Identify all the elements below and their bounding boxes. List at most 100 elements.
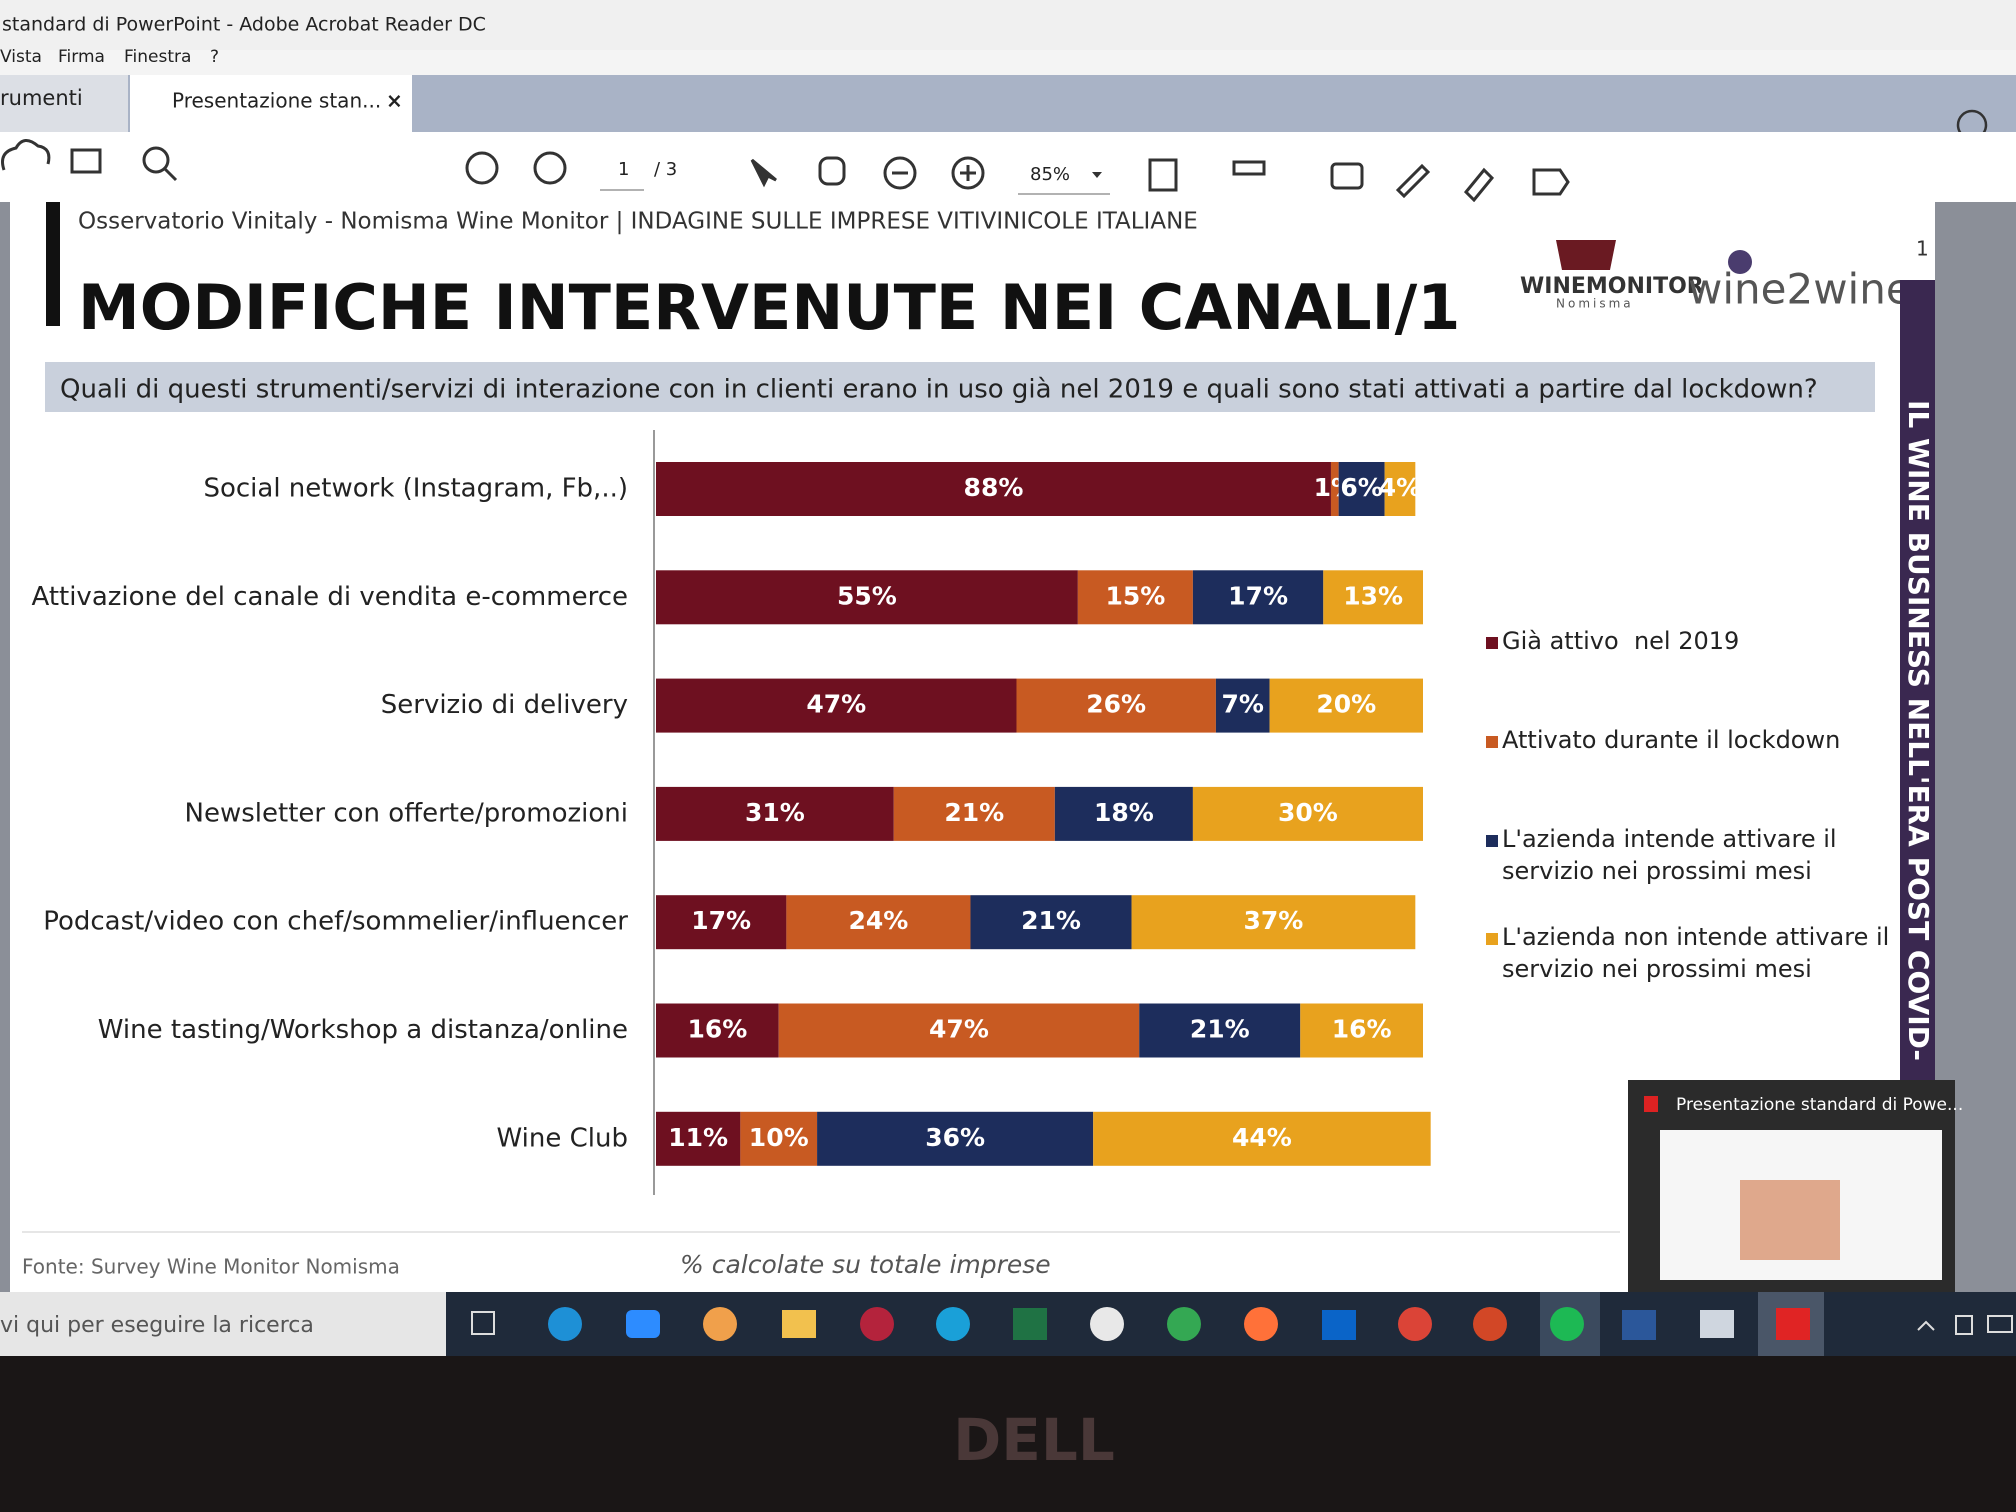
question: Quali di questi strumenti/servizi di int… (60, 375, 1818, 405)
app-icon[interactable] (1244, 1307, 1278, 1341)
slide-header: Osservatorio Vinitaly - Nomisma Wine Mon… (78, 209, 1198, 235)
app-icon[interactable] (782, 1310, 816, 1338)
bar-segment (1139, 1003, 1301, 1058)
value-label: 21% (1021, 906, 1081, 935)
legend-item: L'azienda intende attivare il servizio n… (1502, 825, 1845, 885)
tab[interactable] (0, 75, 128, 132)
page-count: / 3 (654, 159, 677, 180)
value-label: 15% (1105, 581, 1165, 610)
bar-segment (1093, 1111, 1431, 1166)
value-label: 24% (849, 906, 909, 935)
taskbar-icons (471, 1292, 2013, 1356)
prev-page[interactable] (465, 151, 499, 185)
tab-active[interactable] (130, 75, 412, 132)
bar-segment (1131, 895, 1416, 950)
bar-segment (778, 1003, 1140, 1058)
slide-title: MODIFICHE INTERVENUTE NEI CANALI/1 (78, 271, 1460, 344)
app-icon[interactable] (1398, 1307, 1432, 1341)
legend-label: Già attivo nel 2019 (1502, 627, 1740, 655)
app-icon[interactable] (1473, 1307, 1507, 1341)
app-icon[interactable] (1090, 1307, 1124, 1341)
bar-segment (786, 895, 971, 950)
highlight-icon[interactable] (1395, 163, 1431, 199)
search-icon[interactable] (142, 146, 170, 174)
tab-close[interactable]: × (386, 89, 403, 113)
toolbar (0, 132, 2016, 202)
menu-item[interactable]: Vista (0, 47, 42, 67)
value-label: 4% (1379, 473, 1421, 502)
select-tool[interactable] (750, 158, 777, 188)
tray-icon[interactable] (1987, 1315, 2013, 1333)
task-view[interactable] (471, 1311, 495, 1335)
print-icon[interactable] (70, 148, 102, 174)
next-page[interactable] (533, 151, 567, 185)
zoom-out[interactable] (883, 156, 917, 190)
tray-icon[interactable] (1917, 1320, 1935, 1331)
search-box[interactable] (0, 1292, 446, 1356)
app-icon[interactable] (1622, 1310, 1656, 1340)
value-label: 11% (668, 1123, 728, 1152)
bar-segment (1016, 678, 1216, 733)
side-banner (1900, 280, 1935, 1080)
page-number[interactable]: 1 (618, 159, 629, 180)
app-icon[interactable] (1550, 1307, 1584, 1341)
app-icon[interactable] (703, 1307, 737, 1341)
share-icon[interactable] (1532, 168, 1570, 196)
value-label: 6% (1340, 473, 1382, 502)
app-icon[interactable] (626, 1310, 660, 1338)
tray-icon[interactable] (1955, 1315, 1973, 1335)
toolbar-icons (1, 139, 1570, 203)
value-label: 37% (1244, 906, 1304, 935)
zoom-dropdown[interactable] (1092, 172, 1102, 178)
zoom-in[interactable] (951, 156, 985, 190)
source: Fonte: Survey Wine Monitor Nomisma (22, 1255, 400, 1279)
accent-bar (46, 202, 60, 326)
app-icon[interactable] (860, 1307, 894, 1341)
legend-marker (1486, 835, 1498, 847)
app-icon[interactable] (1167, 1307, 1201, 1341)
bar-segment (1330, 462, 1339, 516)
tab-label: rumenti (0, 86, 83, 110)
menu-item[interactable]: Firma (58, 47, 105, 67)
logo-dot (1728, 250, 1752, 274)
bar-segment (1269, 678, 1423, 733)
bar-segment (656, 570, 1078, 625)
cloud-icon[interactable] (1, 139, 51, 171)
value-label: 31% (745, 798, 805, 827)
menu-item[interactable]: ? (210, 47, 219, 67)
app-icon[interactable] (1776, 1308, 1810, 1340)
category-label: Newsletter con offerte/promozioni (185, 798, 628, 828)
bar-segment (1323, 570, 1423, 625)
logo-sub: Nomisma (1556, 297, 1634, 311)
category-label: Servizio di delivery (381, 690, 628, 720)
preview-icon (1644, 1096, 1658, 1112)
app-icon[interactable] (548, 1307, 582, 1341)
zoom-value[interactable]: 85% (1030, 164, 1070, 185)
title-bar (0, 0, 2016, 50)
app-icon[interactable] (936, 1307, 970, 1341)
menu-item[interactable]: Finestra (124, 47, 191, 67)
category-label: Attivazione del canale di vendita e-comm… (31, 582, 628, 612)
note: % calcolate su totale imprese (680, 1250, 1051, 1279)
sign-icon[interactable] (1463, 167, 1495, 203)
fit-icon[interactable] (1148, 158, 1178, 192)
bar-segment (1338, 462, 1385, 516)
legend-label: L'azienda non intende attivare il serviz… (1502, 923, 1897, 983)
comment-icon[interactable] (1330, 162, 1364, 190)
app-icon[interactable] (1700, 1310, 1734, 1338)
app-icon[interactable] (1013, 1308, 1047, 1340)
value-label: 18% (1094, 798, 1154, 827)
value-label: 16% (687, 1015, 747, 1044)
bar-segment (970, 895, 1132, 950)
value-label: 47% (806, 690, 866, 719)
scroll-icon[interactable] (1232, 160, 1266, 176)
app-icon[interactable] (1322, 1310, 1356, 1340)
value-label: 13% (1343, 581, 1403, 610)
value-label: 55% (837, 581, 897, 610)
legend-item: Attivato durante il lockdown (1502, 726, 1840, 754)
legend-label: L'azienda intende attivare il servizio n… (1502, 825, 1845, 885)
bezel (0, 1356, 2016, 1512)
hand-tool[interactable] (818, 156, 846, 186)
